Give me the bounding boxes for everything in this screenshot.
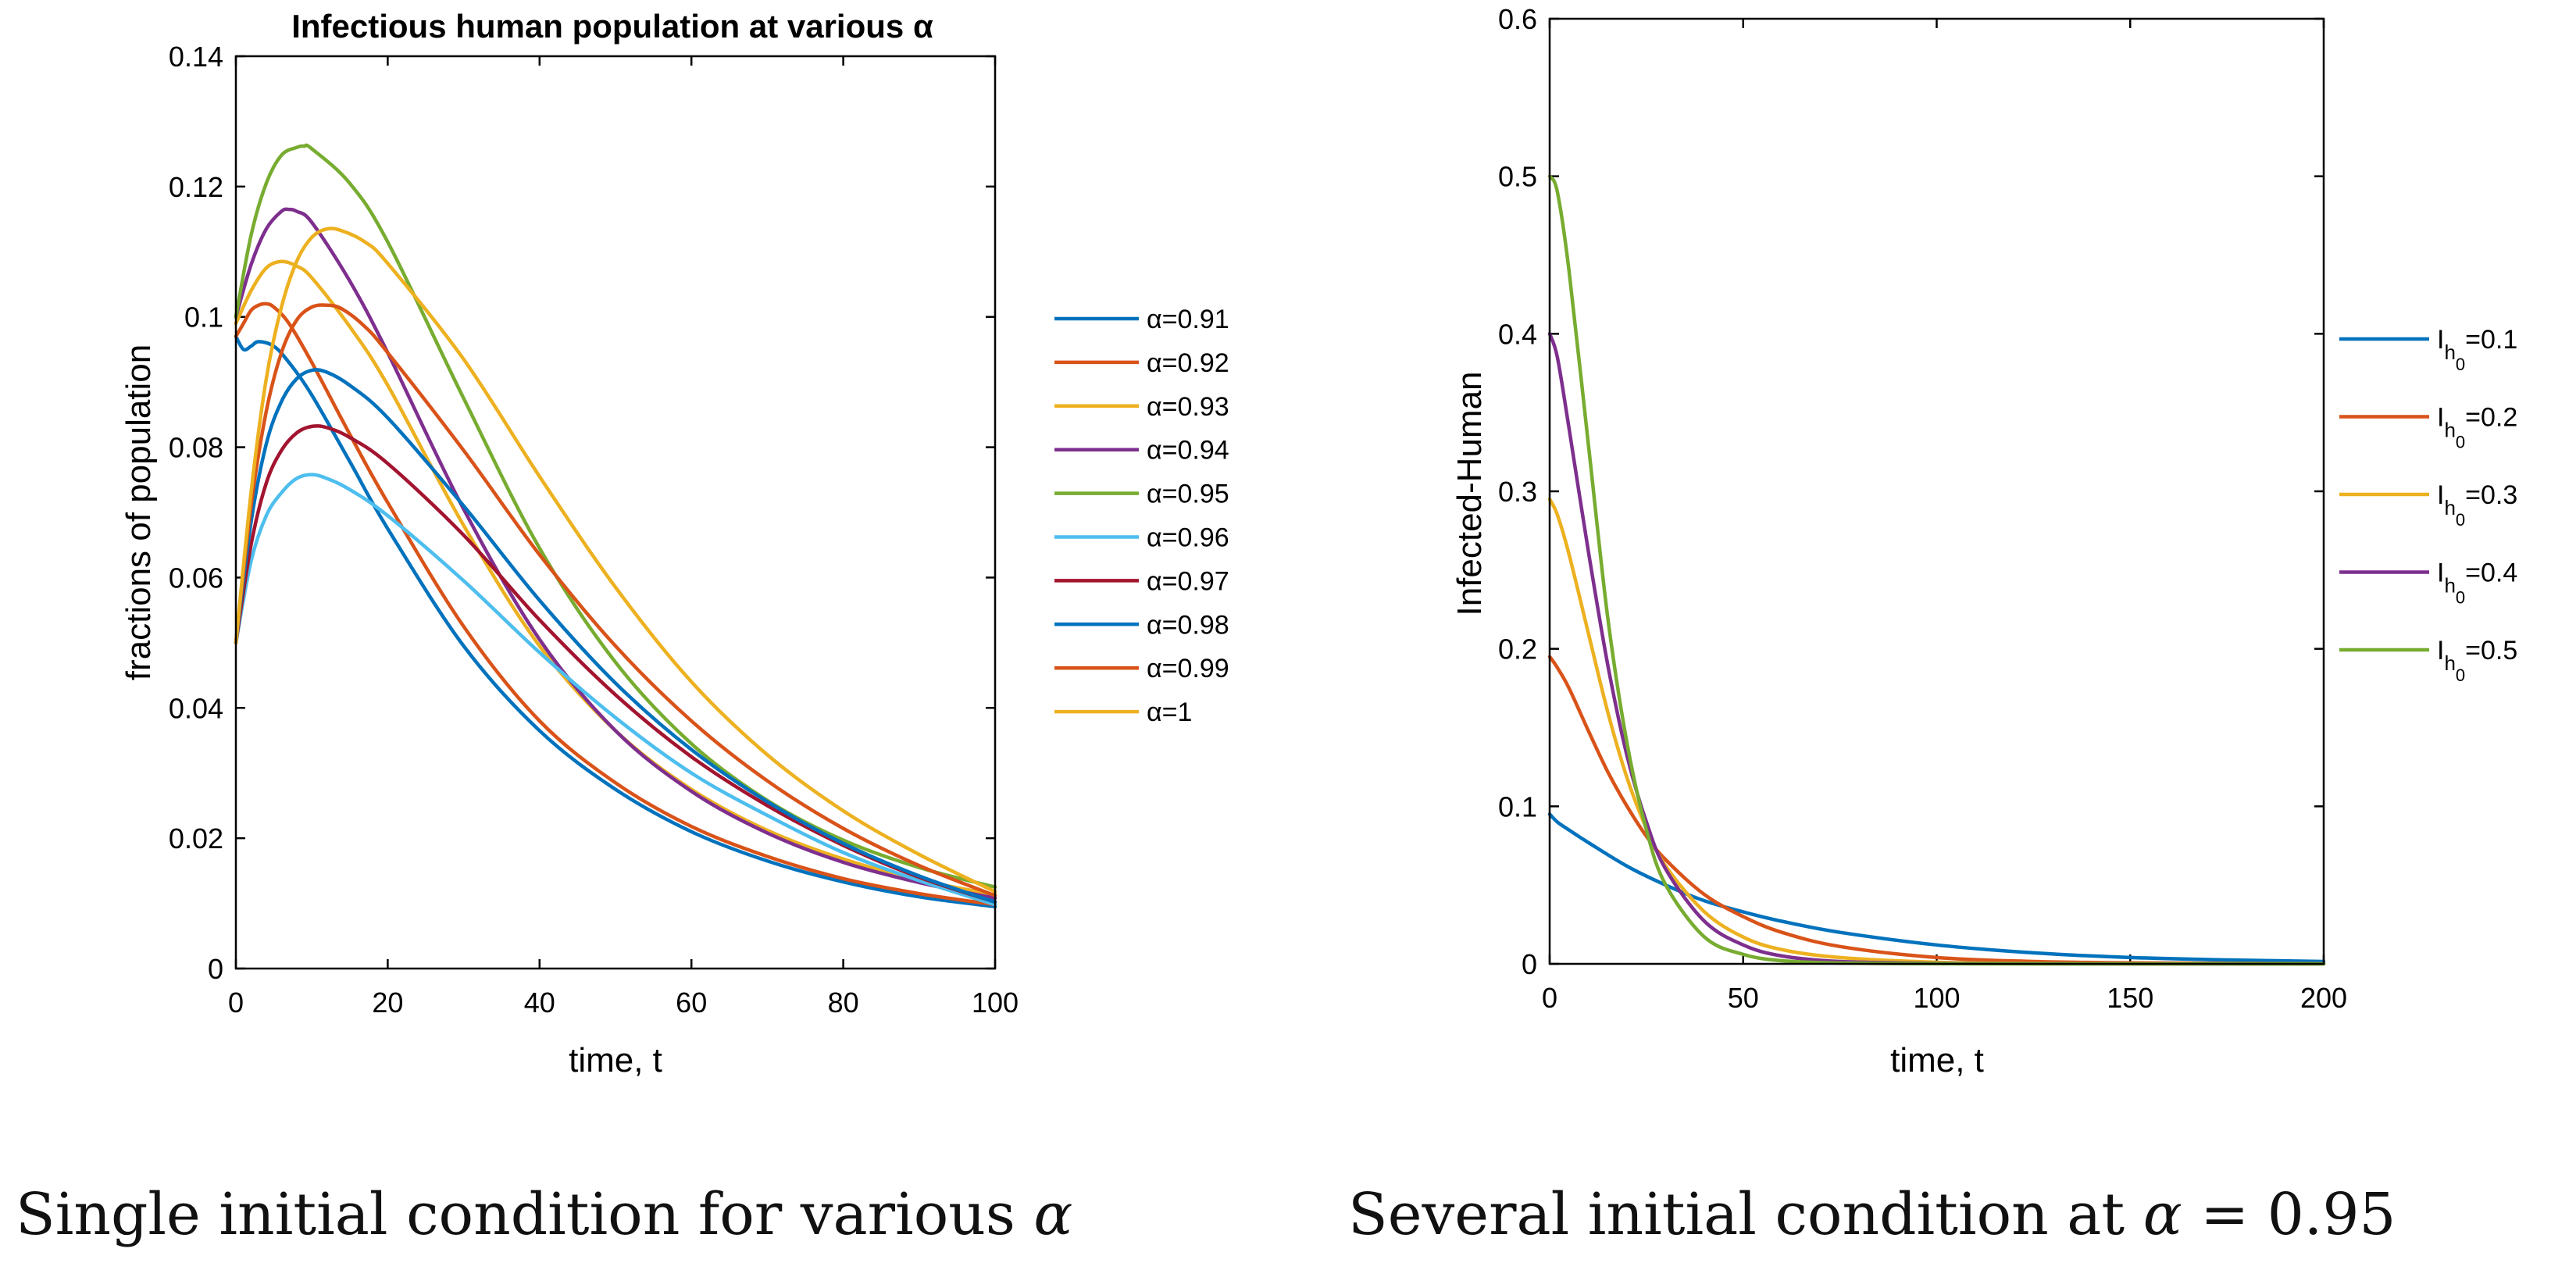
- chart-right: 0 0.1 0.2 0.3 0.4 0.5 0.6 0 50 100 150 200 time, t…: [1450, 3, 2517, 1079]
- series-line-2: [234, 301, 997, 907]
- y-tick-label: 0.1: [184, 301, 223, 334]
- series-line-3: [234, 259, 997, 897]
- legend-label-8: α=0.98: [1147, 610, 1229, 640]
- chart-left-plot-area: [236, 56, 995, 969]
- caption-left-text: Single initial condition for various: [16, 1181, 1034, 1248]
- series-line-4: [234, 207, 997, 901]
- legend-label-5: α=0.95: [1147, 480, 1229, 509]
- legend-label-1: α=0.91: [1147, 305, 1229, 334]
- chart-left-x-tick-labels: 0 20 40 60 80 100: [228, 986, 1019, 1019]
- y-tick-label: 0.4: [1498, 318, 1537, 350]
- x-tick-label: 50: [1728, 982, 1759, 1014]
- chart-right-axes-box: [1548, 17, 2325, 965]
- y-tick-label: 0.3: [1498, 476, 1537, 508]
- legend-label-7: α=0.97: [1147, 566, 1229, 596]
- chart-right-y-tick-labels: 0 0.1 0.2 0.3 0.4 0.5 0.6: [1498, 3, 1537, 980]
- chart-left-title: Infectious human population at various α: [291, 8, 933, 45]
- legend-label-4: Ih0=0.4: [2437, 558, 2517, 608]
- chart-left-axes-box: [234, 55, 997, 970]
- legend-label-9: α=0.99: [1147, 654, 1229, 683]
- x-tick-label: 200: [2300, 982, 2347, 1014]
- chart-left-x-axis-label: time, t: [569, 1041, 662, 1079]
- legend-label-2: Ih0=0.2: [2437, 403, 2517, 452]
- legend-label-3: α=0.93: [1147, 392, 1229, 422]
- y-tick-label: 0.2: [1498, 633, 1537, 665]
- x-tick-label: 80: [828, 986, 859, 1019]
- y-tick-label: 0.06: [169, 562, 223, 594]
- caption-right: Several initial condition at α = 0.95: [1348, 1181, 2396, 1248]
- x-tick-label: 60: [676, 986, 707, 1019]
- chart-right-x-axis-label: time, t: [1890, 1041, 1984, 1079]
- chart-left-y-axis-label: fractions of population: [120, 344, 158, 681]
- series-line-1: [234, 334, 997, 908]
- x-tick-label: 40: [524, 986, 555, 1019]
- chart-left-legend: α=0.91 α=0.92 α=0.93 α=0.94 α=0.95 α=0.96 α=0.…: [1054, 305, 1229, 727]
- x-tick-label: 0: [228, 986, 244, 1019]
- x-tick-label: 100: [972, 986, 1019, 1019]
- chart-right-legend: Ih0=0.1 Ih0=0.2 Ih0=0.3 Ih0=0.4 Ih0=0.5: [2339, 325, 2517, 685]
- x-tick-label: 150: [2107, 982, 2153, 1014]
- chart-left: Infectious human population at various α…: [120, 8, 1229, 1079]
- series-line-8: [234, 368, 997, 904]
- x-tick-label: 20: [372, 986, 403, 1019]
- legend-label-5: Ih0=0.5: [2437, 636, 2517, 685]
- chart-right-y-axis-label: Infected-Human: [1450, 371, 1489, 615]
- caption-left: Single initial condition for various α: [16, 1181, 1072, 1248]
- chart-right-x-tick-labels: 0 50 100 150 200: [1542, 982, 2347, 1014]
- legend-label-10: α=1: [1147, 698, 1192, 727]
- x-tick-label: 0: [1542, 982, 1557, 1014]
- y-tick-label: 0: [208, 953, 223, 985]
- series-line-6: [234, 473, 997, 907]
- y-tick-label: 0.12: [169, 171, 223, 203]
- chart-left-y-tick-labels: 0 0.02 0.04 0.06 0.08 0.1 0.12 0.14: [169, 41, 223, 985]
- caption-right-text: Several initial condition at: [1348, 1181, 2143, 1248]
- series-line-10: [234, 227, 997, 894]
- series-line-7: [234, 424, 997, 904]
- caption-right-alpha: α: [2143, 1181, 2182, 1248]
- chart-left-series: [234, 143, 997, 908]
- y-tick-label: 0.02: [169, 822, 223, 854]
- y-tick-label: 0.5: [1498, 161, 1537, 193]
- legend-label-2: α=0.92: [1147, 348, 1229, 378]
- caption-right-tail: = 0.95: [2182, 1181, 2396, 1248]
- legend-label-1: Ih0=0.1: [2437, 325, 2517, 374]
- y-tick-label: 0.04: [169, 692, 223, 724]
- series-line-1: [1547, 812, 2326, 964]
- caption-left-alpha: α: [1033, 1181, 1073, 1248]
- x-tick-label: 100: [1913, 982, 1960, 1014]
- legend-label-4: α=0.94: [1147, 436, 1229, 466]
- y-tick-label: 0.1: [1498, 790, 1537, 822]
- series-line-9: [234, 303, 997, 897]
- legend-label-3: Ih0=0.3: [2437, 480, 2517, 530]
- legend-label-6: α=0.96: [1147, 523, 1229, 553]
- y-tick-label: 0.08: [169, 432, 223, 464]
- y-tick-label: 0.14: [169, 41, 223, 73]
- y-tick-label: 0: [1522, 948, 1537, 980]
- y-tick-label: 0.6: [1498, 3, 1537, 35]
- chart-right-plot-area: [1550, 19, 2324, 964]
